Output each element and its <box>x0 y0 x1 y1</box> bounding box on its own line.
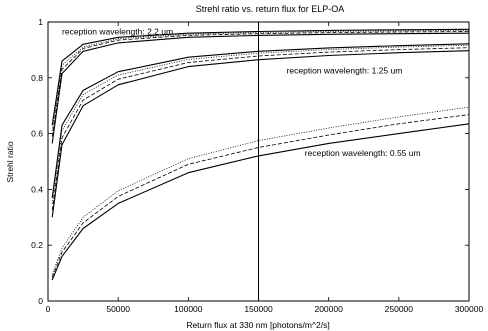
chart-title: Strehl ratio vs. return flux for ELP-OA <box>196 4 345 14</box>
series-line-1 <box>51 31 470 137</box>
series-line-2 <box>51 30 470 131</box>
annotations: reception wavelength: 2.2 um reception wa… <box>62 27 421 158</box>
plot-frame <box>47 21 470 302</box>
x-tick-label: 250000 <box>385 304 414 314</box>
series-line-7 <box>51 43 470 198</box>
series-line-8 <box>51 123 470 281</box>
axis-ticks: 0 50000 100000 150000 200000 250000 300000 0 0.2… <box>31 17 483 314</box>
series-line-4 <box>51 50 470 218</box>
series-group <box>51 28 470 281</box>
y-tick-label: 0.6 <box>31 129 43 139</box>
x-tick-label: 100000 <box>174 304 203 314</box>
x-tick-label: 0 <box>46 304 51 314</box>
series-line-3 <box>51 28 470 126</box>
y-tick-label: 0.4 <box>31 184 43 194</box>
annotation-label: reception wavelength: 1.25 um <box>287 66 403 76</box>
y-tick-label: 0 <box>38 296 43 306</box>
series-line-0 <box>51 32 470 144</box>
y-tick-label: 1 <box>38 17 43 27</box>
y-tick-label: 0.8 <box>31 73 43 83</box>
y-axis-label: Strehl ratio <box>5 141 15 182</box>
x-axis-label: Return flux at 330 nm [photons/m^2/s] <box>186 320 329 330</box>
series-line-6 <box>51 44 470 204</box>
x-tick-label: 150000 <box>244 304 273 314</box>
annotation-label: reception wavelength: 2.2 um <box>62 27 173 37</box>
x-tick-label: 200000 <box>314 304 343 314</box>
y-tick-label: 0.2 <box>31 240 43 250</box>
series-line-9 <box>51 114 470 278</box>
series-line-5 <box>51 47 470 211</box>
x-tick-label: 300000 <box>455 304 484 314</box>
annotation-label: reception wavelength: 0.55 um <box>305 148 421 158</box>
x-tick-label: 50000 <box>106 304 130 314</box>
series-line-10 <box>51 106 470 275</box>
